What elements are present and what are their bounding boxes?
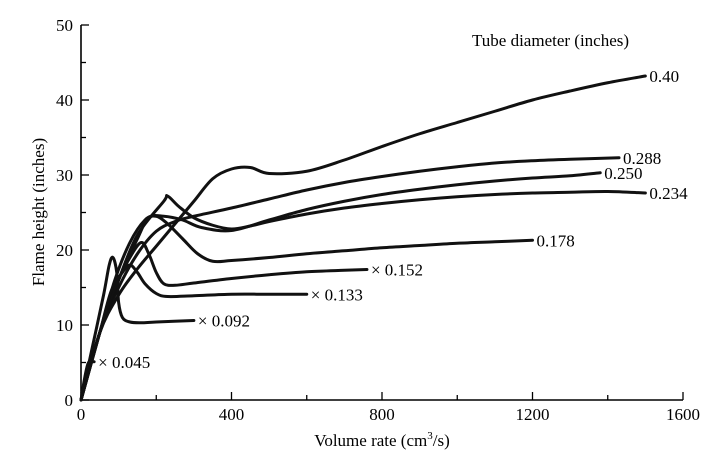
extinction-marker: × (311, 285, 325, 304)
series-label: × 0.092 (198, 312, 250, 331)
y-tick-label: 20 (56, 241, 73, 260)
x-axis-title-tail: /s) (433, 431, 450, 450)
series-line-0-045 (79, 359, 96, 402)
series-label: × 0.133 (311, 285, 363, 304)
series-label: 0.250 (604, 164, 642, 183)
series-label: 0.178 (537, 231, 575, 250)
x-ticks: 0 400 800 1200 1600 (77, 392, 700, 424)
series-label: × 0.045 (98, 353, 150, 372)
series-name: 0.40 (649, 67, 679, 86)
x-tick-label: 800 (369, 405, 395, 424)
series-label: 0.40 (649, 67, 679, 86)
series-name: 0.092 (212, 312, 250, 331)
series-name: 0.045 (112, 353, 150, 372)
series-name: 0.250 (604, 164, 642, 183)
series-line-0-133 (79, 263, 309, 402)
x-axis-title: Volume rate (cm3/s) (314, 430, 449, 450)
y-axis-title: Flame height (inches) (29, 138, 48, 286)
y-tick-label: 30 (56, 166, 73, 185)
series-label: × 0.152 (371, 261, 423, 280)
series-line-0-092 (79, 255, 196, 402)
series-line-0-178 (79, 214, 534, 402)
series-name: 0.234 (649, 184, 688, 203)
series-name: 0.178 (537, 231, 575, 250)
y-tick-label: 50 (56, 16, 73, 35)
series-label: 0.288 (623, 149, 661, 168)
series-line-0-40 (79, 74, 647, 402)
y-tick-label: 0 (65, 391, 74, 410)
series-name: 0.133 (325, 285, 363, 304)
x-tick-label: 400 (219, 405, 245, 424)
y-tick-label: 10 (56, 316, 73, 335)
axes (80, 25, 683, 401)
series-group (79, 74, 647, 402)
series-line-0-288 (79, 156, 621, 402)
x-tick-label: 1200 (516, 405, 550, 424)
x-axis-title-sup: 3 (427, 430, 433, 442)
y-ticks: 0 10 20 30 40 50 (56, 16, 89, 410)
legend-title: Tube diameter (inches) (472, 31, 629, 50)
extinction-marker: × (98, 353, 112, 372)
series-name: 0.152 (385, 261, 423, 280)
series-name: 0.288 (623, 149, 661, 168)
y-tick-label: 40 (56, 91, 73, 110)
x-tick-label: 0 (77, 405, 86, 424)
extinction-marker: × (371, 261, 385, 280)
x-tick-label: 1600 (666, 405, 700, 424)
series-line-0-234 (79, 189, 647, 402)
series-label: 0.234 (649, 184, 688, 203)
extinction-marker: × (198, 312, 212, 331)
